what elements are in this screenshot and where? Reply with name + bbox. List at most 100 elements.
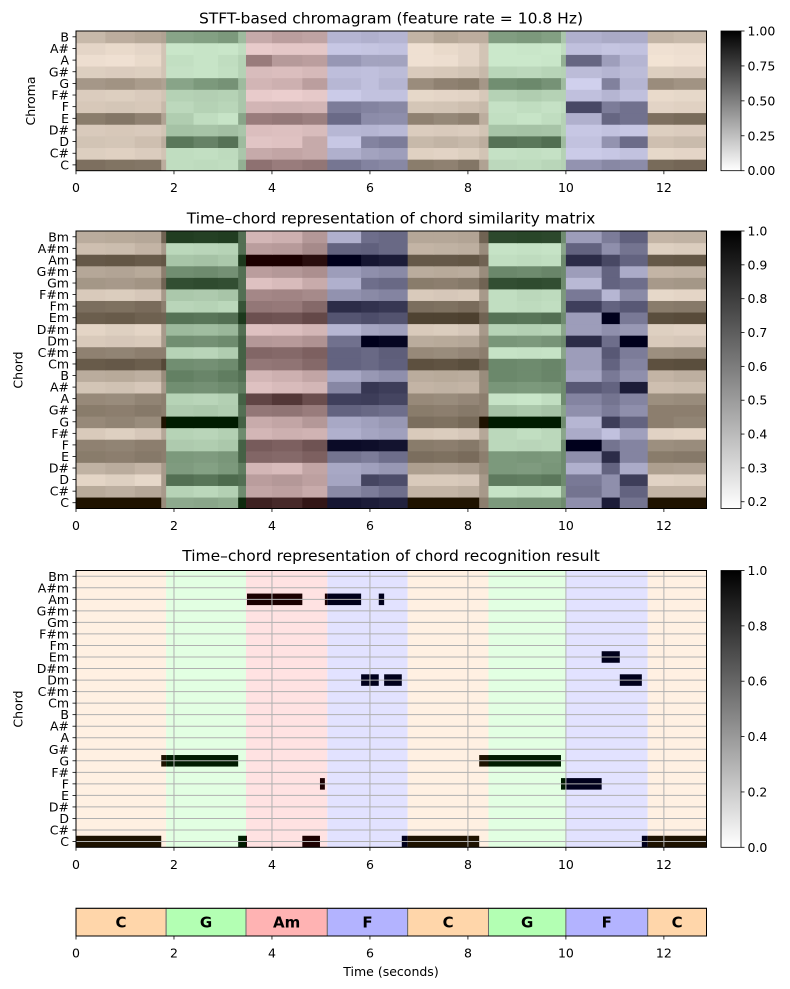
chromagram-cell (407, 89, 435, 102)
y-tick-label: Bm (48, 229, 69, 244)
y-tick-label: F# (51, 765, 69, 780)
similarity-cell (516, 311, 542, 325)
similarity-cell (166, 323, 195, 336)
similarity-cell (238, 323, 247, 336)
similarity-cell (302, 404, 328, 417)
similarity-cell (105, 496, 136, 509)
similarity-cell (647, 242, 675, 255)
similarity-cell (458, 323, 480, 336)
x-tick-label: 0 (72, 518, 80, 533)
chromagram-cell (601, 65, 621, 79)
chromagram-cell (407, 135, 435, 149)
chromagram-cell (105, 100, 136, 114)
chromagram-cell (327, 77, 362, 90)
similarity-cell (673, 392, 707, 406)
chromagram-cell (361, 89, 380, 102)
chromagram-cell (516, 31, 542, 44)
similarity-cell (193, 485, 219, 498)
chromagram-cell (302, 65, 328, 79)
similarity-cell (245, 485, 273, 498)
similarity-cell (516, 231, 542, 244)
similarity-cell (407, 485, 435, 498)
similarity-cell (378, 358, 409, 371)
similarity-cell (673, 404, 707, 417)
similarity-cell (541, 369, 562, 382)
similarity-cell (218, 450, 239, 463)
similarity-cell (561, 335, 567, 348)
similarity-cell (161, 439, 167, 452)
chromagram-cell (378, 159, 409, 171)
chromagram-cell (458, 77, 480, 90)
similarity-cell (619, 335, 649, 348)
similarity-cell (488, 323, 518, 336)
similarity-cell (327, 358, 362, 371)
similarity-cell (647, 254, 675, 267)
chromagram-cell (193, 65, 219, 79)
x-tick-label: 2 (170, 518, 178, 533)
y-tick-label: B (60, 368, 69, 383)
similarity-cell (245, 242, 273, 255)
similarity-cell (378, 427, 409, 440)
similarity-cell (105, 427, 136, 440)
similarity-cell (271, 265, 303, 278)
colorbar-tick-label: 0.2 (748, 784, 768, 799)
similarity-cell (479, 311, 490, 325)
chromagram-cell (271, 89, 303, 102)
similarity-cell (161, 404, 167, 417)
similarity-cell (105, 450, 136, 463)
similarity-cell (433, 346, 459, 359)
similarity-cell (161, 231, 167, 244)
similarity-cell (479, 450, 490, 463)
similarity-cell (619, 231, 649, 244)
chromagram-cell (76, 124, 106, 137)
y-tick-label: Dm (47, 673, 69, 688)
similarity-cell (619, 404, 649, 417)
chromagram-cell (601, 89, 621, 102)
chromagram-cell (134, 77, 162, 90)
similarity-cell (166, 381, 195, 394)
similarity-cell (407, 496, 435, 509)
chromagram-cell (488, 124, 518, 137)
similarity-cell (302, 277, 328, 290)
colorbar (720, 230, 742, 509)
chromagram-cell (166, 159, 195, 171)
y-tick-label: F#m (39, 287, 69, 302)
similarity-cell (647, 231, 675, 244)
y-tick-label: A (60, 391, 69, 406)
similarity-cell (479, 427, 490, 440)
similarity-cell (488, 427, 518, 440)
similarity-cell (161, 288, 167, 301)
similarity-cell (134, 254, 162, 267)
chromagram-cell (327, 42, 362, 55)
similarity-cell (245, 311, 273, 325)
similarity-cell (647, 496, 675, 509)
similarity-cell (407, 335, 435, 348)
chromagram-cell (479, 159, 490, 171)
similarity-cell (238, 404, 247, 417)
x-tick-label: 4 (268, 518, 276, 533)
similarity-cell (361, 450, 380, 463)
chromagram-cell (327, 65, 362, 79)
recognition-title: Time–chord representation of chord recog… (181, 547, 600, 565)
similarity-cell (76, 265, 106, 278)
similarity-cell (245, 231, 273, 244)
similarity-cell (238, 462, 247, 475)
similarity-cell (561, 288, 567, 301)
y-tick-label: A# (50, 719, 69, 734)
chromagram-cell (238, 89, 247, 102)
similarity-cell (565, 369, 603, 382)
similarity-cell (105, 277, 136, 290)
chromagram-cell (601, 135, 621, 149)
chromagram-cell (647, 135, 675, 149)
similarity-cell (407, 231, 435, 244)
similarity-cell (565, 416, 603, 429)
chromagram-cell (561, 77, 567, 90)
chromagram-cell (161, 89, 167, 102)
similarity-cell (541, 416, 562, 429)
similarity-cell (673, 288, 707, 301)
axes-frame (75, 570, 707, 848)
similarity-cell (193, 265, 219, 278)
similarity-cell (361, 496, 380, 509)
similarity-cell (166, 335, 195, 348)
similarity-cell (541, 485, 562, 498)
